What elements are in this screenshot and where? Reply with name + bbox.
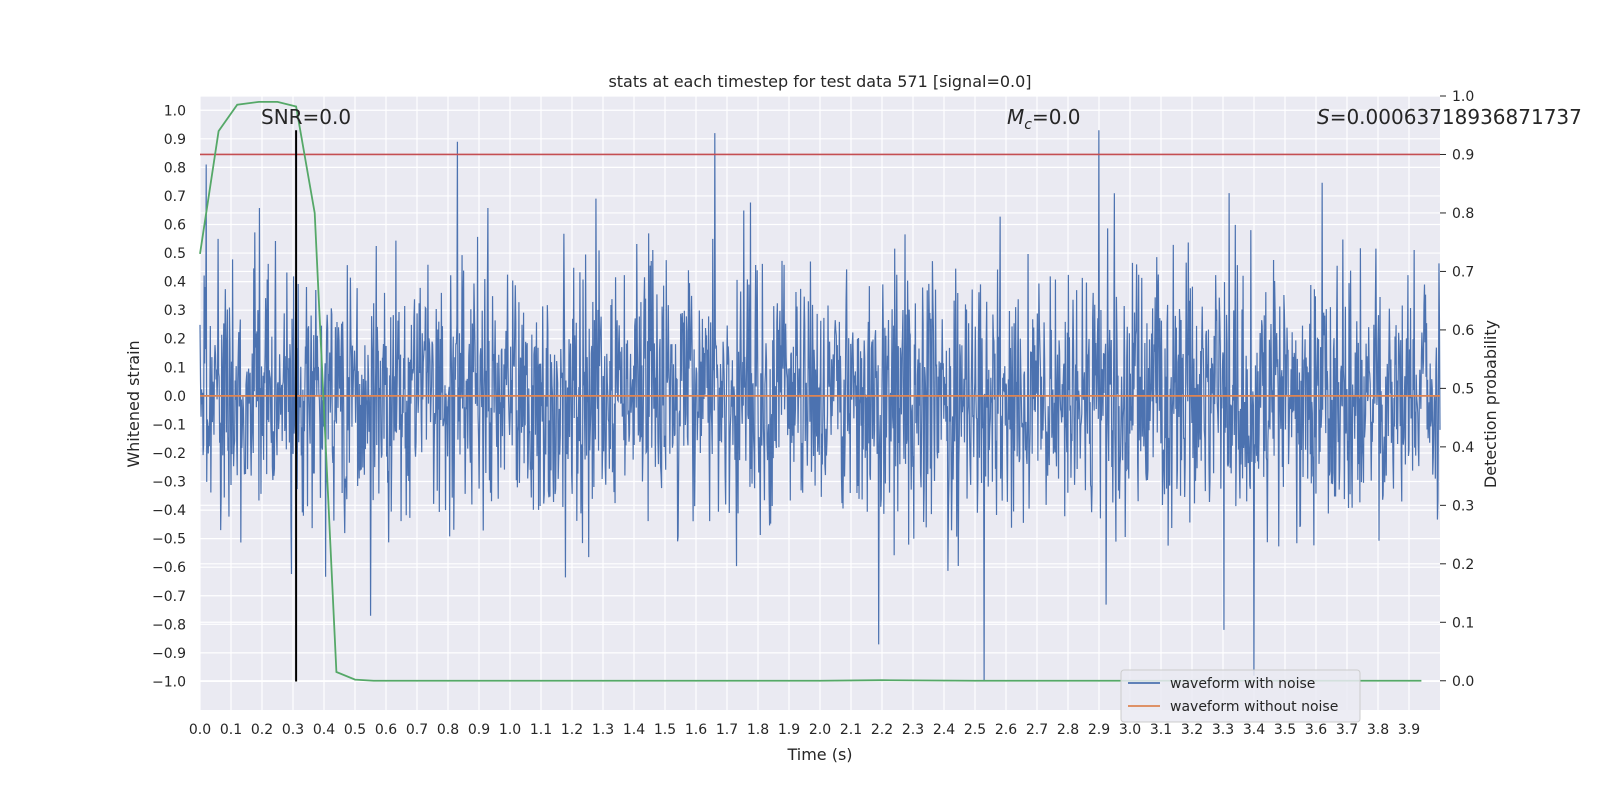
x-tick-labels: 0.0 0.1 0.2 0.3 0.4 0.5 0.6 0.7 0.8 0.9 1.0 1.1 1.2 1…	[189, 722, 1420, 738]
x-tick-label: 3.1	[1150, 722, 1172, 738]
annotation-s: S=0.00063718936871737	[1317, 105, 1582, 129]
annotation-snr: SNR=0.0	[261, 105, 351, 129]
y-tick-label: −0.1	[152, 417, 186, 433]
x-tick-label: 2.3	[902, 722, 924, 738]
y2-tick-labels: 1.0 0.9 0.8 0.7 0.6 0.5 0.4 0.3 0.2 0.1 0.0	[1440, 89, 1474, 690]
x-tick-label: 2.2	[871, 722, 893, 738]
y2-tick-label: 0.3	[1452, 498, 1474, 514]
y2-tick-label: 0.1	[1452, 615, 1474, 631]
y2-tick-label: 0.7	[1452, 264, 1474, 280]
y-tick-labels: 1.0 0.9 0.8 0.7 0.6 0.5 0.4 0.3 0.2 0.1 0.0 −0.1 −0.…	[152, 103, 186, 690]
y2-tick-label: 0.4	[1452, 440, 1474, 456]
x-tick-label: 2.1	[840, 722, 862, 738]
y2-tick-label: 0.9	[1452, 147, 1474, 163]
x-tick-label: 3.0	[1119, 722, 1141, 738]
y-tick-label: 0.5	[164, 246, 186, 262]
x-tick-label: 1.3	[592, 722, 614, 738]
x-tick-label: 1.5	[654, 722, 676, 738]
y-tick-label: 0.2	[164, 332, 186, 348]
x-tick-label: 3.6	[1305, 722, 1327, 738]
x-tick-label: 3.8	[1367, 722, 1389, 738]
chart-title: stats at each timestep for test data 571…	[608, 72, 1031, 91]
y-tick-label: −1.0	[152, 674, 186, 690]
x-tick-label: 3.3	[1212, 722, 1234, 738]
x-tick-label: 0.8	[437, 722, 459, 738]
y-tick-label: 0.6	[164, 218, 186, 234]
x-tick-label: 2.9	[1088, 722, 1110, 738]
x-tick-label: 1.4	[623, 722, 645, 738]
y2-axis-label: Detection probability	[1481, 320, 1500, 488]
x-tick-label: 1.2	[561, 722, 583, 738]
y-tick-label: −0.3	[152, 475, 186, 491]
x-tick-label: 0.0	[189, 722, 211, 738]
y2-tick-label: 0.2	[1452, 557, 1474, 573]
x-axis-label: Time (s)	[786, 745, 852, 764]
x-tick-label: 1.8	[747, 722, 769, 738]
y-tick-label: −0.8	[152, 617, 186, 633]
x-tick-label: 3.7	[1336, 722, 1358, 738]
x-tick-label: 0.3	[282, 722, 304, 738]
y-tick-label: 0.3	[164, 303, 186, 319]
y-tick-label: −0.6	[152, 560, 186, 576]
legend: waveform with noise waveform without noi…	[1120, 669, 1361, 723]
x-tick-label: 3.9	[1398, 722, 1420, 738]
x-tick-label: 1.6	[685, 722, 707, 738]
x-tick-label: 2.5	[964, 722, 986, 738]
x-tick-label: 0.1	[220, 722, 242, 738]
x-tick-label: 3.5	[1274, 722, 1296, 738]
x-tick-label: 2.6	[995, 722, 1017, 738]
x-tick-label: 0.9	[468, 722, 490, 738]
y2-tick-label: 1.0	[1452, 89, 1474, 105]
annotation-mc: Mc=0.0	[1007, 105, 1081, 133]
y2-tick-label: 0.0	[1452, 674, 1474, 690]
legend-box	[1120, 669, 1361, 723]
x-tick-label: 0.4	[313, 722, 335, 738]
y-tick-label: −0.4	[152, 503, 186, 519]
x-tick-label: 2.7	[1026, 722, 1048, 738]
series-line-detection-probability	[199, 100, 1422, 682]
y-tick-label: −0.2	[152, 446, 186, 462]
y-axis-label: Whitened strain	[124, 340, 143, 467]
x-tick-label: 1.1	[530, 722, 552, 738]
y2-tick-label: 0.6	[1452, 323, 1474, 339]
x-tick-label: 0.5	[344, 722, 366, 738]
x-tick-label: 0.2	[251, 722, 273, 738]
x-tick-label: 0.7	[406, 722, 428, 738]
y-tick-label: −0.7	[152, 589, 186, 605]
y-tick-label: 0.9	[164, 132, 186, 148]
x-tick-label: 1.7	[716, 722, 738, 738]
x-tick-label: 3.4	[1243, 722, 1265, 738]
legend-label-waveform-without-noise: waveform without noise	[1170, 699, 1338, 715]
y2-tick-label: 0.5	[1452, 381, 1474, 397]
x-tick-label: 0.6	[375, 722, 397, 738]
series-line-waveform-with-noise	[199, 130, 1441, 682]
x-tick-label: 3.2	[1181, 722, 1203, 738]
y-tick-label: 0.1	[164, 360, 186, 376]
x-tick-label: 2.0	[809, 722, 831, 738]
y-tick-label: 0.7	[164, 189, 186, 205]
x-tick-label: 1.0	[499, 722, 521, 738]
y-tick-label: 0.4	[164, 275, 186, 291]
x-tick-label: 2.8	[1057, 722, 1079, 738]
x-tick-label: 2.4	[933, 722, 955, 738]
y-tick-label: 0.0	[164, 389, 186, 405]
y2-tick-label: 0.8	[1452, 206, 1474, 222]
y-tick-label: 0.8	[164, 160, 186, 176]
y-tick-label: −0.5	[152, 532, 186, 548]
legend-label-waveform-with-noise: waveform with noise	[1170, 676, 1315, 692]
y-tick-label: −0.9	[152, 646, 186, 662]
x-tick-label: 1.9	[778, 722, 800, 738]
y-tick-label: 1.0	[164, 103, 186, 119]
